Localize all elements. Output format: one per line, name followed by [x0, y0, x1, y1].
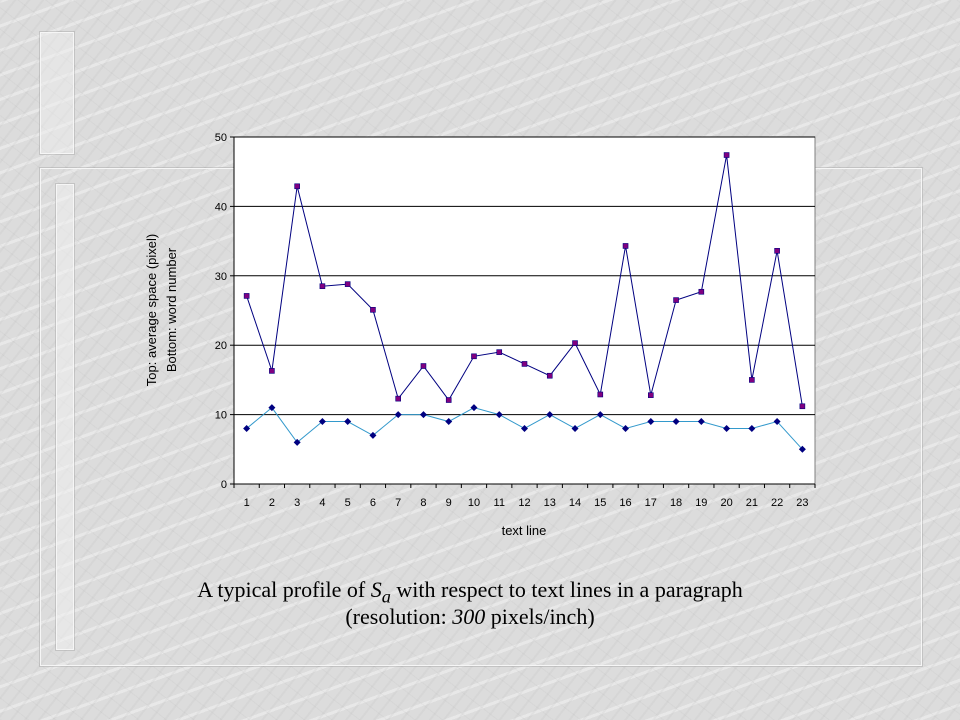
data-point [293, 438, 301, 446]
x-tick-label: 7 [395, 497, 401, 509]
caption-text: with respect to text lines in a paragrap… [390, 577, 743, 602]
data-point [572, 340, 578, 346]
x-tick-label: 10 [468, 497, 480, 509]
x-tick-label: 17 [645, 497, 657, 509]
data-point [370, 307, 376, 313]
data-point [748, 424, 756, 432]
x-tick-label: 8 [420, 497, 426, 509]
data-point [622, 243, 629, 249]
data-point [344, 418, 352, 426]
caption-text: pixels/inch) [485, 604, 595, 629]
decorative-bar-left [56, 184, 74, 650]
data-point [496, 349, 503, 355]
grid-lines [234, 136, 815, 416]
data-point [268, 404, 276, 412]
x-tick-label: 18 [670, 497, 682, 509]
x-tick-label: 20 [720, 497, 732, 509]
data-point [420, 363, 427, 369]
y-tick-label: 50 [215, 132, 227, 144]
x-tick-label: 14 [569, 497, 581, 509]
x-tick-label: 11 [494, 497, 505, 509]
data-point [647, 418, 655, 426]
x-tick-label: 12 [518, 497, 530, 509]
data-point [419, 411, 427, 419]
data-point [622, 424, 630, 432]
data-point [445, 418, 453, 426]
data-point [495, 411, 503, 419]
y-tick-label: 20 [215, 340, 227, 352]
y-tick-label: 10 [215, 410, 227, 422]
data-point [344, 281, 351, 287]
data-point [470, 404, 478, 412]
caption-line-1: A typical profile of Sa with respect to … [160, 577, 780, 607]
data-point [799, 403, 806, 410]
data-point [774, 248, 780, 254]
y-tick-label: 40 [215, 201, 227, 213]
data-point [723, 152, 730, 158]
data-point [521, 361, 528, 367]
data-point [319, 283, 326, 290]
x-tick-label: 3 [294, 497, 300, 509]
y-axis-title: Top: average space (pixel) Bottom: word … [144, 234, 179, 386]
data-point [294, 183, 300, 190]
data-point [546, 411, 554, 419]
caption-line-2: (resolution: 300 pixels/inch) [160, 604, 780, 630]
data-point [318, 418, 326, 426]
data-point [698, 288, 705, 295]
x-tick-label: 15 [594, 497, 606, 509]
data-point [697, 418, 705, 426]
y-axis-title-line2: Bottom: word number [164, 247, 179, 372]
data-point [243, 424, 251, 432]
data-point [672, 418, 680, 426]
y-tick-label: 30 [215, 271, 227, 283]
x-tick-label: 4 [319, 497, 325, 509]
caption-text: (resolution: [345, 604, 453, 629]
data-point [445, 397, 452, 403]
x-tick-label: 13 [544, 497, 556, 509]
y-axis-title-line1: Top: average space (pixel) [144, 234, 159, 386]
x-tick-label: 1 [244, 497, 250, 509]
caption-text: A typical profile of [197, 577, 371, 602]
data-point [395, 395, 401, 402]
data-point [521, 424, 528, 432]
data-point [369, 431, 377, 439]
data-point [394, 411, 402, 419]
x-tick-label: 23 [796, 497, 808, 509]
data-point [723, 424, 731, 432]
decorative-bar-top [40, 32, 74, 154]
data-point [773, 418, 781, 426]
x-tick-label: 19 [695, 497, 707, 509]
data-point [597, 391, 604, 398]
y-tick-label: 0 [221, 479, 227, 491]
data-point [648, 392, 654, 398]
x-tick-label: 6 [370, 497, 376, 509]
data-point [749, 377, 755, 383]
x-tick-label: 22 [771, 497, 783, 509]
data-point [546, 372, 553, 379]
caption-resolution-value: 300 [452, 604, 486, 629]
series-layer [243, 152, 806, 453]
x-axis-title: text line [502, 523, 547, 538]
data-point [596, 411, 604, 419]
data-point [243, 293, 250, 299]
data-point [673, 297, 679, 303]
x-tick-label: 16 [619, 497, 631, 509]
x-tick-label: 2 [269, 497, 275, 509]
x-tick-label: 5 [345, 497, 351, 509]
data-point [471, 353, 477, 360]
data-point [798, 445, 806, 453]
data-point [571, 424, 579, 432]
x-tick-label: 9 [446, 497, 452, 509]
caption-symbol: S [370, 577, 382, 602]
x-tick-label: 21 [746, 497, 758, 509]
caption-subscript: a [381, 586, 391, 607]
data-point [269, 368, 275, 374]
